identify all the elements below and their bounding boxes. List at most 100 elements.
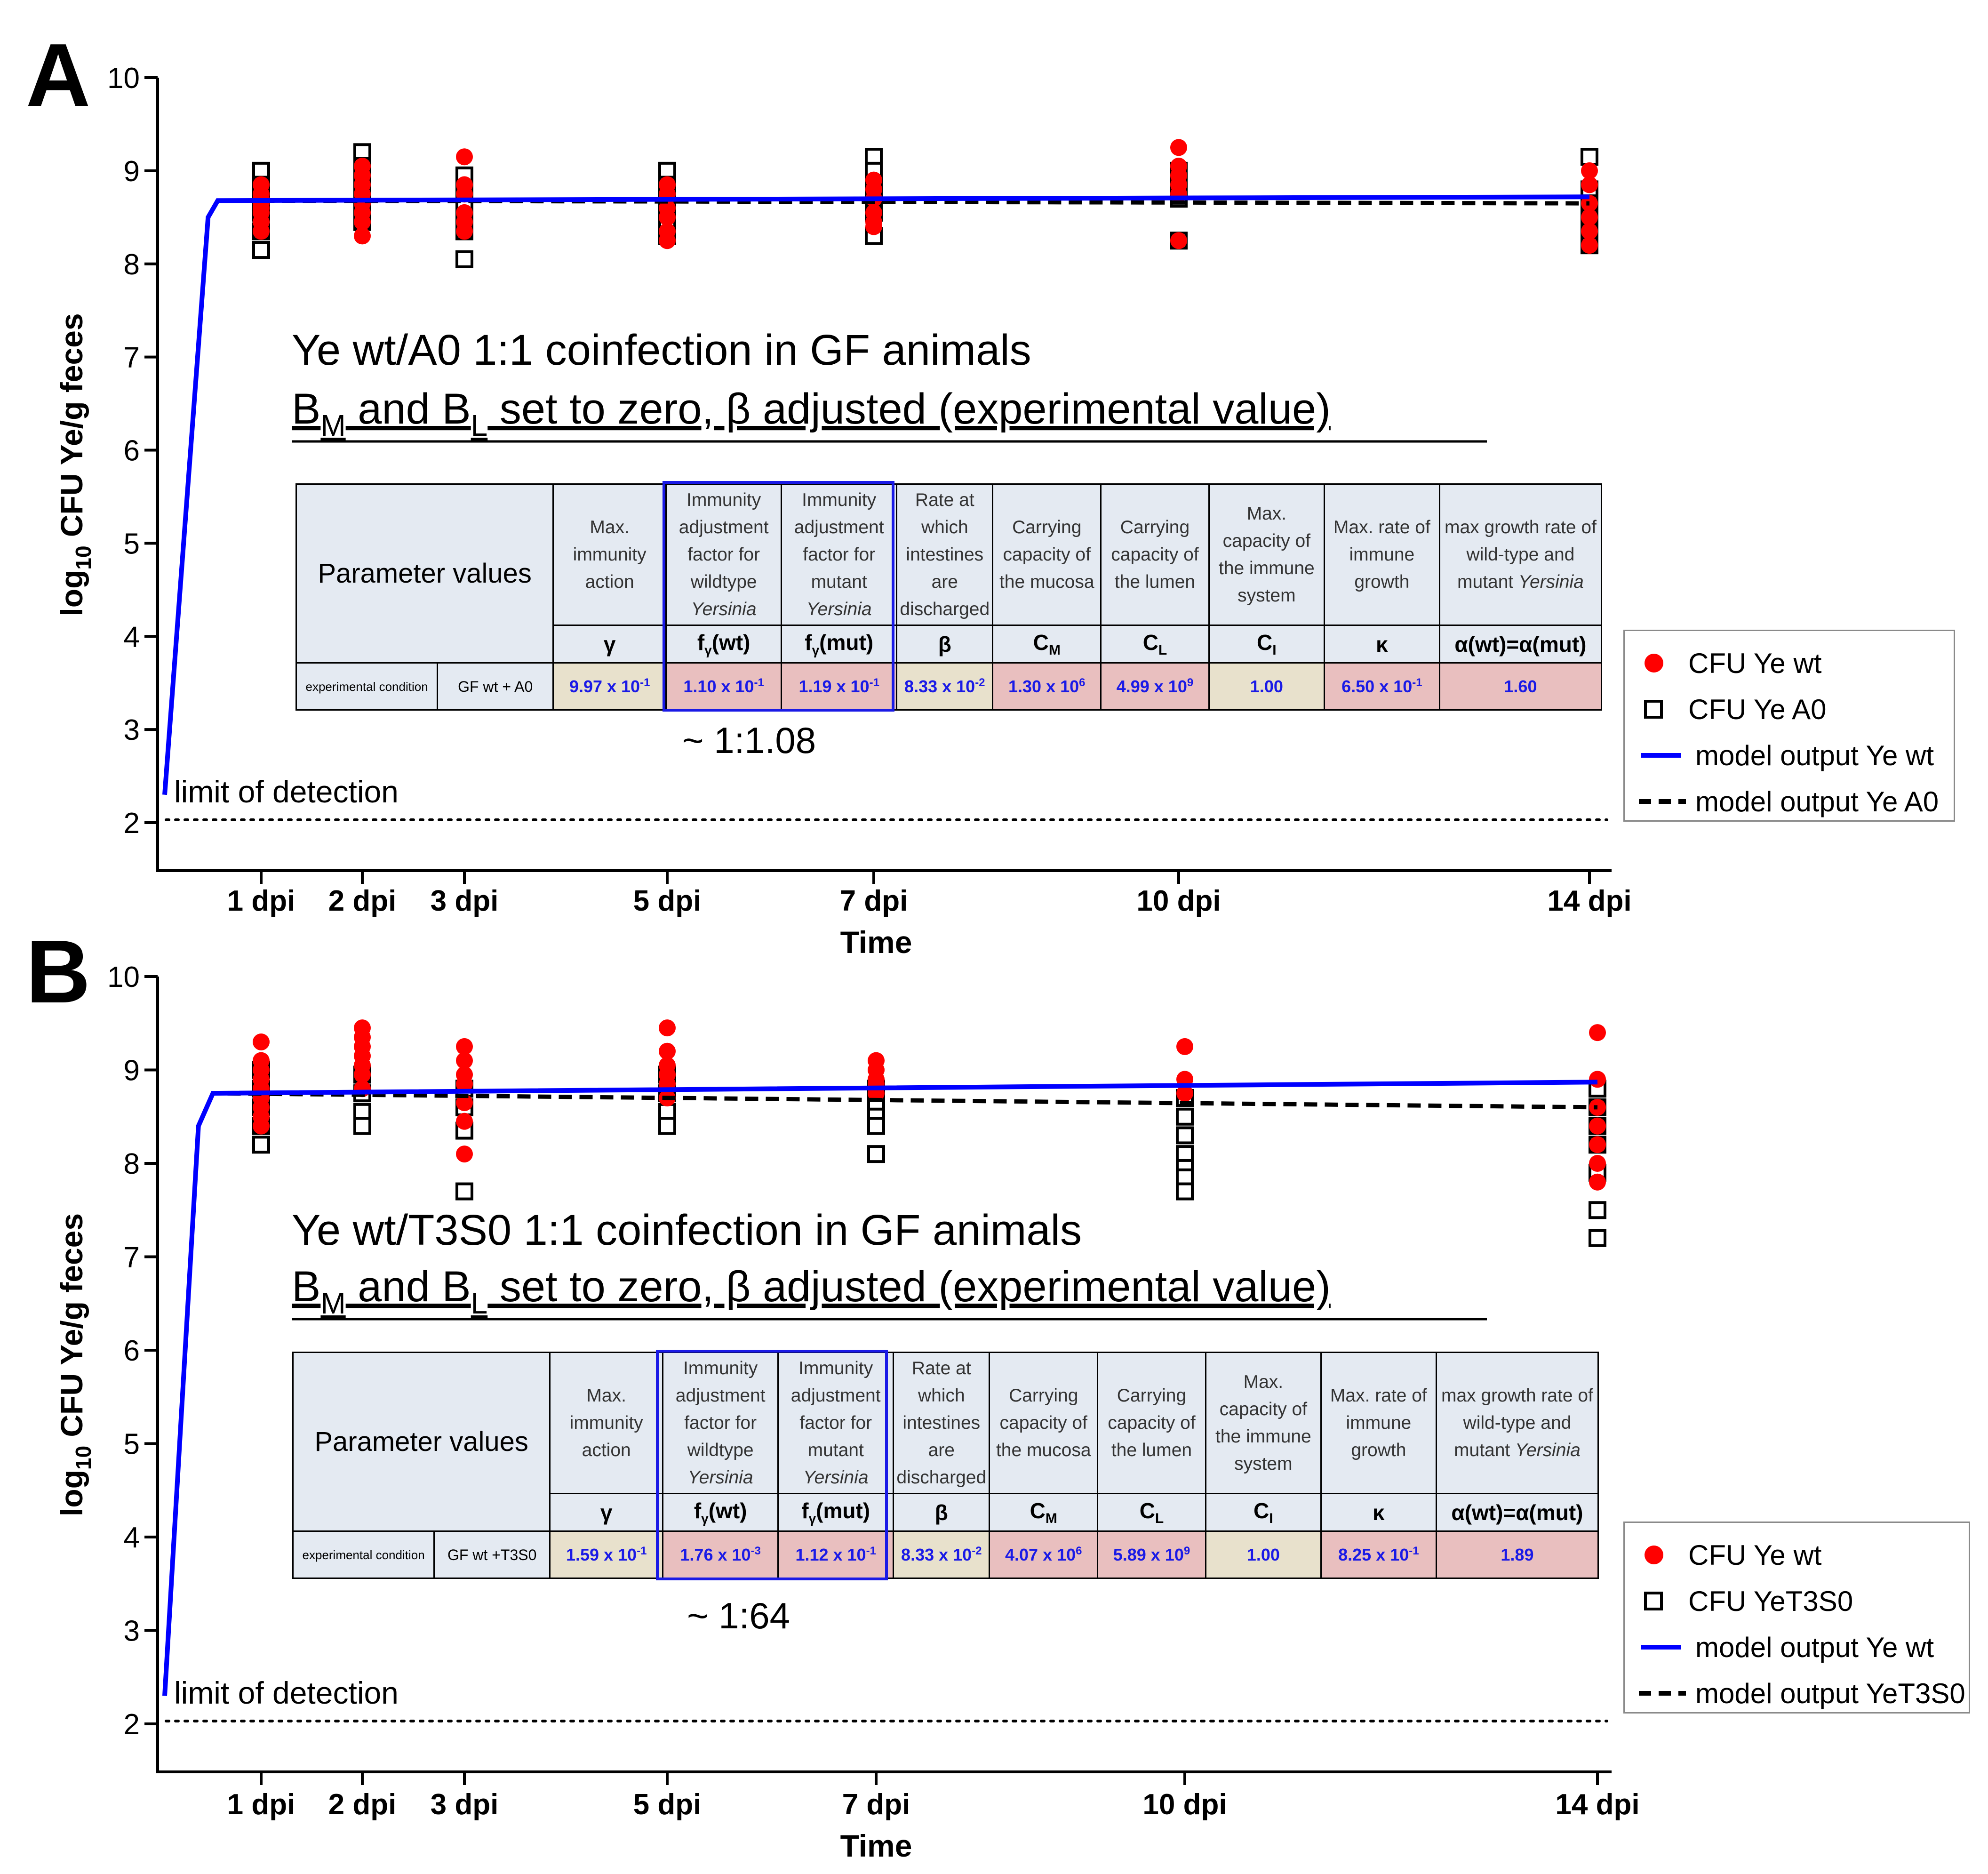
data-point-wt (659, 232, 676, 249)
data-point-wt (1589, 1024, 1606, 1041)
data-point-wt (659, 1042, 676, 1060)
x-tick-label: 2 dpi (328, 1788, 397, 1821)
y-tick-label: 4 (124, 621, 140, 653)
x-tick-label: 7 dpi (840, 885, 908, 917)
table-header-cell: Max. capacity of the immune system (1208, 483, 1325, 626)
limit-of-detection-label: limit of detection (174, 1675, 399, 1710)
ratio-label: ~ 1:1.08 (682, 720, 816, 761)
data-point-wt (1581, 176, 1598, 193)
data-point-wt (354, 1066, 371, 1083)
table-condition-label: experimental condition (292, 1530, 435, 1579)
limit-of-detection-label: limit of detection (174, 774, 399, 809)
table-symbol-cell: CI (1208, 625, 1325, 664)
table-header-cell: Immunity adjustment factor for mutant Ye… (781, 483, 898, 626)
legend-label: CFU YeT3S0 (1688, 1586, 1853, 1617)
y-tick-label: 10 (107, 62, 140, 95)
data-point-mutant (455, 250, 473, 268)
data-point-wt (1581, 162, 1598, 179)
x-axis-title: Time (840, 925, 912, 960)
data-point-mutant (1589, 1201, 1606, 1219)
data-point-mutant (658, 1117, 676, 1135)
y-tick-label: 3 (124, 714, 140, 746)
x-tick-label: 5 dpi (633, 885, 702, 917)
table-value-cell: 6.50 x 10-1 (1323, 662, 1440, 711)
x-tick-label: 7 dpi (842, 1788, 910, 1821)
data-point-mutant (1589, 1229, 1606, 1247)
data-point-mutant (252, 241, 270, 259)
data-point-mutant (353, 143, 371, 161)
panel-letter: B (26, 922, 90, 1022)
data-point-wt (456, 1052, 473, 1069)
legend-marker-wt (1645, 654, 1663, 673)
table-condition-value: GF wt + A0 (437, 662, 554, 711)
x-tick-label: 14 dpi (1547, 885, 1631, 917)
y-tick-label: 8 (124, 248, 140, 281)
data-point-mutant (252, 1136, 270, 1154)
y-tick-label: 8 (124, 1148, 140, 1180)
table-value-cell: 1.89 (1435, 1530, 1599, 1579)
table-header-cell: Immunity adjustment factor for wildtype … (665, 483, 782, 626)
data-point-wt (1170, 139, 1187, 156)
parameter-table-a: Parameter values Max. immunity action Immu… (295, 483, 1603, 711)
data-point-wt (456, 1113, 473, 1130)
y-tick-label: 9 (124, 1055, 140, 1087)
table-header-parameter-values: Parameter values (295, 483, 554, 664)
y-tick-label: 2 (124, 1708, 140, 1741)
y-tick-label: 2 (124, 807, 140, 840)
table-header-cell: Max. immunity action (549, 1352, 664, 1494)
data-point-wt (253, 223, 270, 240)
table-symbol-cell: α(wt)=α(mut) (1438, 625, 1603, 664)
annotation-title: Ye wt/T3S0 1:1 coinfection in GF animals (292, 1206, 1082, 1254)
table-header-cell: Max. immunity action (552, 483, 667, 626)
table-value-cell: 4.99 x 109 (1100, 662, 1210, 711)
data-point-wt (456, 148, 473, 166)
data-point-mutant (455, 1182, 473, 1201)
x-tick-label: 10 dpi (1136, 885, 1221, 917)
data-point-wt (456, 1094, 473, 1111)
table-symbol-cell: κ (1323, 625, 1440, 664)
data-point-wt (865, 218, 882, 235)
table-symbol-cell: γ (549, 1493, 664, 1532)
data-point-wt (253, 1117, 270, 1135)
table-value-cell: 1.00 (1205, 1530, 1322, 1579)
table-symbol-cell: fγ(wt) (662, 1493, 779, 1532)
table-value-cell: 1.12 x 10-1 (777, 1530, 894, 1579)
data-point-mutant (1581, 148, 1598, 166)
x-axis-title: Time (840, 1828, 912, 1863)
data-point-wt (1176, 1085, 1193, 1102)
x-tick-label: 3 dpi (431, 1788, 499, 1821)
table-symbol-cell: α(wt)=α(mut) (1435, 1493, 1599, 1532)
data-point-mutant (1176, 1107, 1194, 1126)
data-point-wt (1581, 208, 1598, 226)
legend-label: model output Ye A0 (1695, 786, 1939, 817)
table-value-cell: 1.19 x 10-1 (781, 662, 898, 711)
legend-a: CFU Ye wt CFU Ye A0 model output Ye wt mode… (1623, 630, 1955, 822)
table-value-cell: 1.76 x 10-3 (662, 1530, 779, 1579)
y-tick-label: 7 (124, 342, 140, 374)
data-point-mutant (658, 161, 676, 180)
legend-label: model output Ye wt (1695, 1632, 1934, 1663)
y-tick-label: 5 (124, 1428, 140, 1461)
table-value-cell: 1.30 x 106 (992, 662, 1102, 711)
table-value-cell: 1.00 (1208, 662, 1325, 711)
x-tick-label: 10 dpi (1142, 1788, 1227, 1821)
data-point-mutant (353, 1117, 371, 1135)
table-symbol-cell: CL (1097, 1493, 1206, 1532)
table-symbol-cell: κ (1320, 1493, 1437, 1532)
table-symbol-cell: CM (992, 625, 1102, 664)
table-header-cell: Max. capacity of the immune system (1205, 1352, 1322, 1494)
parameter-table-b: Parameter values Max. immunity action Immu… (292, 1352, 1599, 1579)
data-point-wt (1581, 237, 1598, 254)
model-line-wt (162, 194, 1590, 795)
data-point-wt (354, 213, 371, 231)
data-point-mutant (1176, 1182, 1194, 1201)
table-header-cell: Rate at which intestines are discharged (896, 483, 994, 626)
table-header-cell: max growth rate of wild-type and mutant … (1438, 483, 1603, 626)
data-point-wt (1581, 223, 1598, 240)
table-header-cell: Carrying capacity of the mucosa (992, 483, 1102, 626)
data-point-wt (659, 208, 676, 226)
data-point-wt (456, 1038, 473, 1055)
table-value-cell: 9.97 x 10-1 (552, 662, 667, 711)
table-header-cell: Rate at which intestines are discharged (893, 1352, 990, 1494)
